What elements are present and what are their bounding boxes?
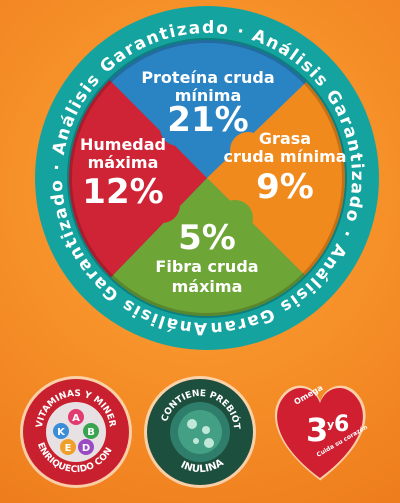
quadrant-moisture [69,40,207,316]
fat-label-1: Grasa [259,129,311,148]
fat-value: 9% [256,167,314,207]
protein-label-2: mínima [175,86,242,105]
fat-label-2: cruda mínima [223,147,346,166]
vitamin-letter-e: E [65,443,72,454]
fiber-label-2: máxima [172,277,243,296]
knob-fiber [217,200,253,236]
vitamin-letter-d: D [82,443,90,454]
vitamin-letter-a: A [72,413,80,424]
omega-y: y [327,418,334,431]
protein-label-1: Proteína cruda [141,68,274,87]
knob-protein [160,110,196,146]
moisture-value: 12% [82,172,163,212]
moisture-label-1: Humedad [80,135,166,154]
vitamin-letter-b: B [87,427,95,438]
knob-fat [230,132,266,168]
knob-moisture [144,187,180,223]
protein-value: 21% [167,100,248,140]
omega-three: 3 [306,411,328,449]
omega-six: 6 [334,412,349,437]
fiber-label-1: Fibra cruda [155,257,258,276]
vitamin-letter-k: K [57,427,66,438]
moisture-label-2: máxima [88,153,159,172]
fiber-value: 5% [178,218,236,258]
omega-heart-badge: Omega 3 y 6 Cuida su corazón [274,383,369,481]
